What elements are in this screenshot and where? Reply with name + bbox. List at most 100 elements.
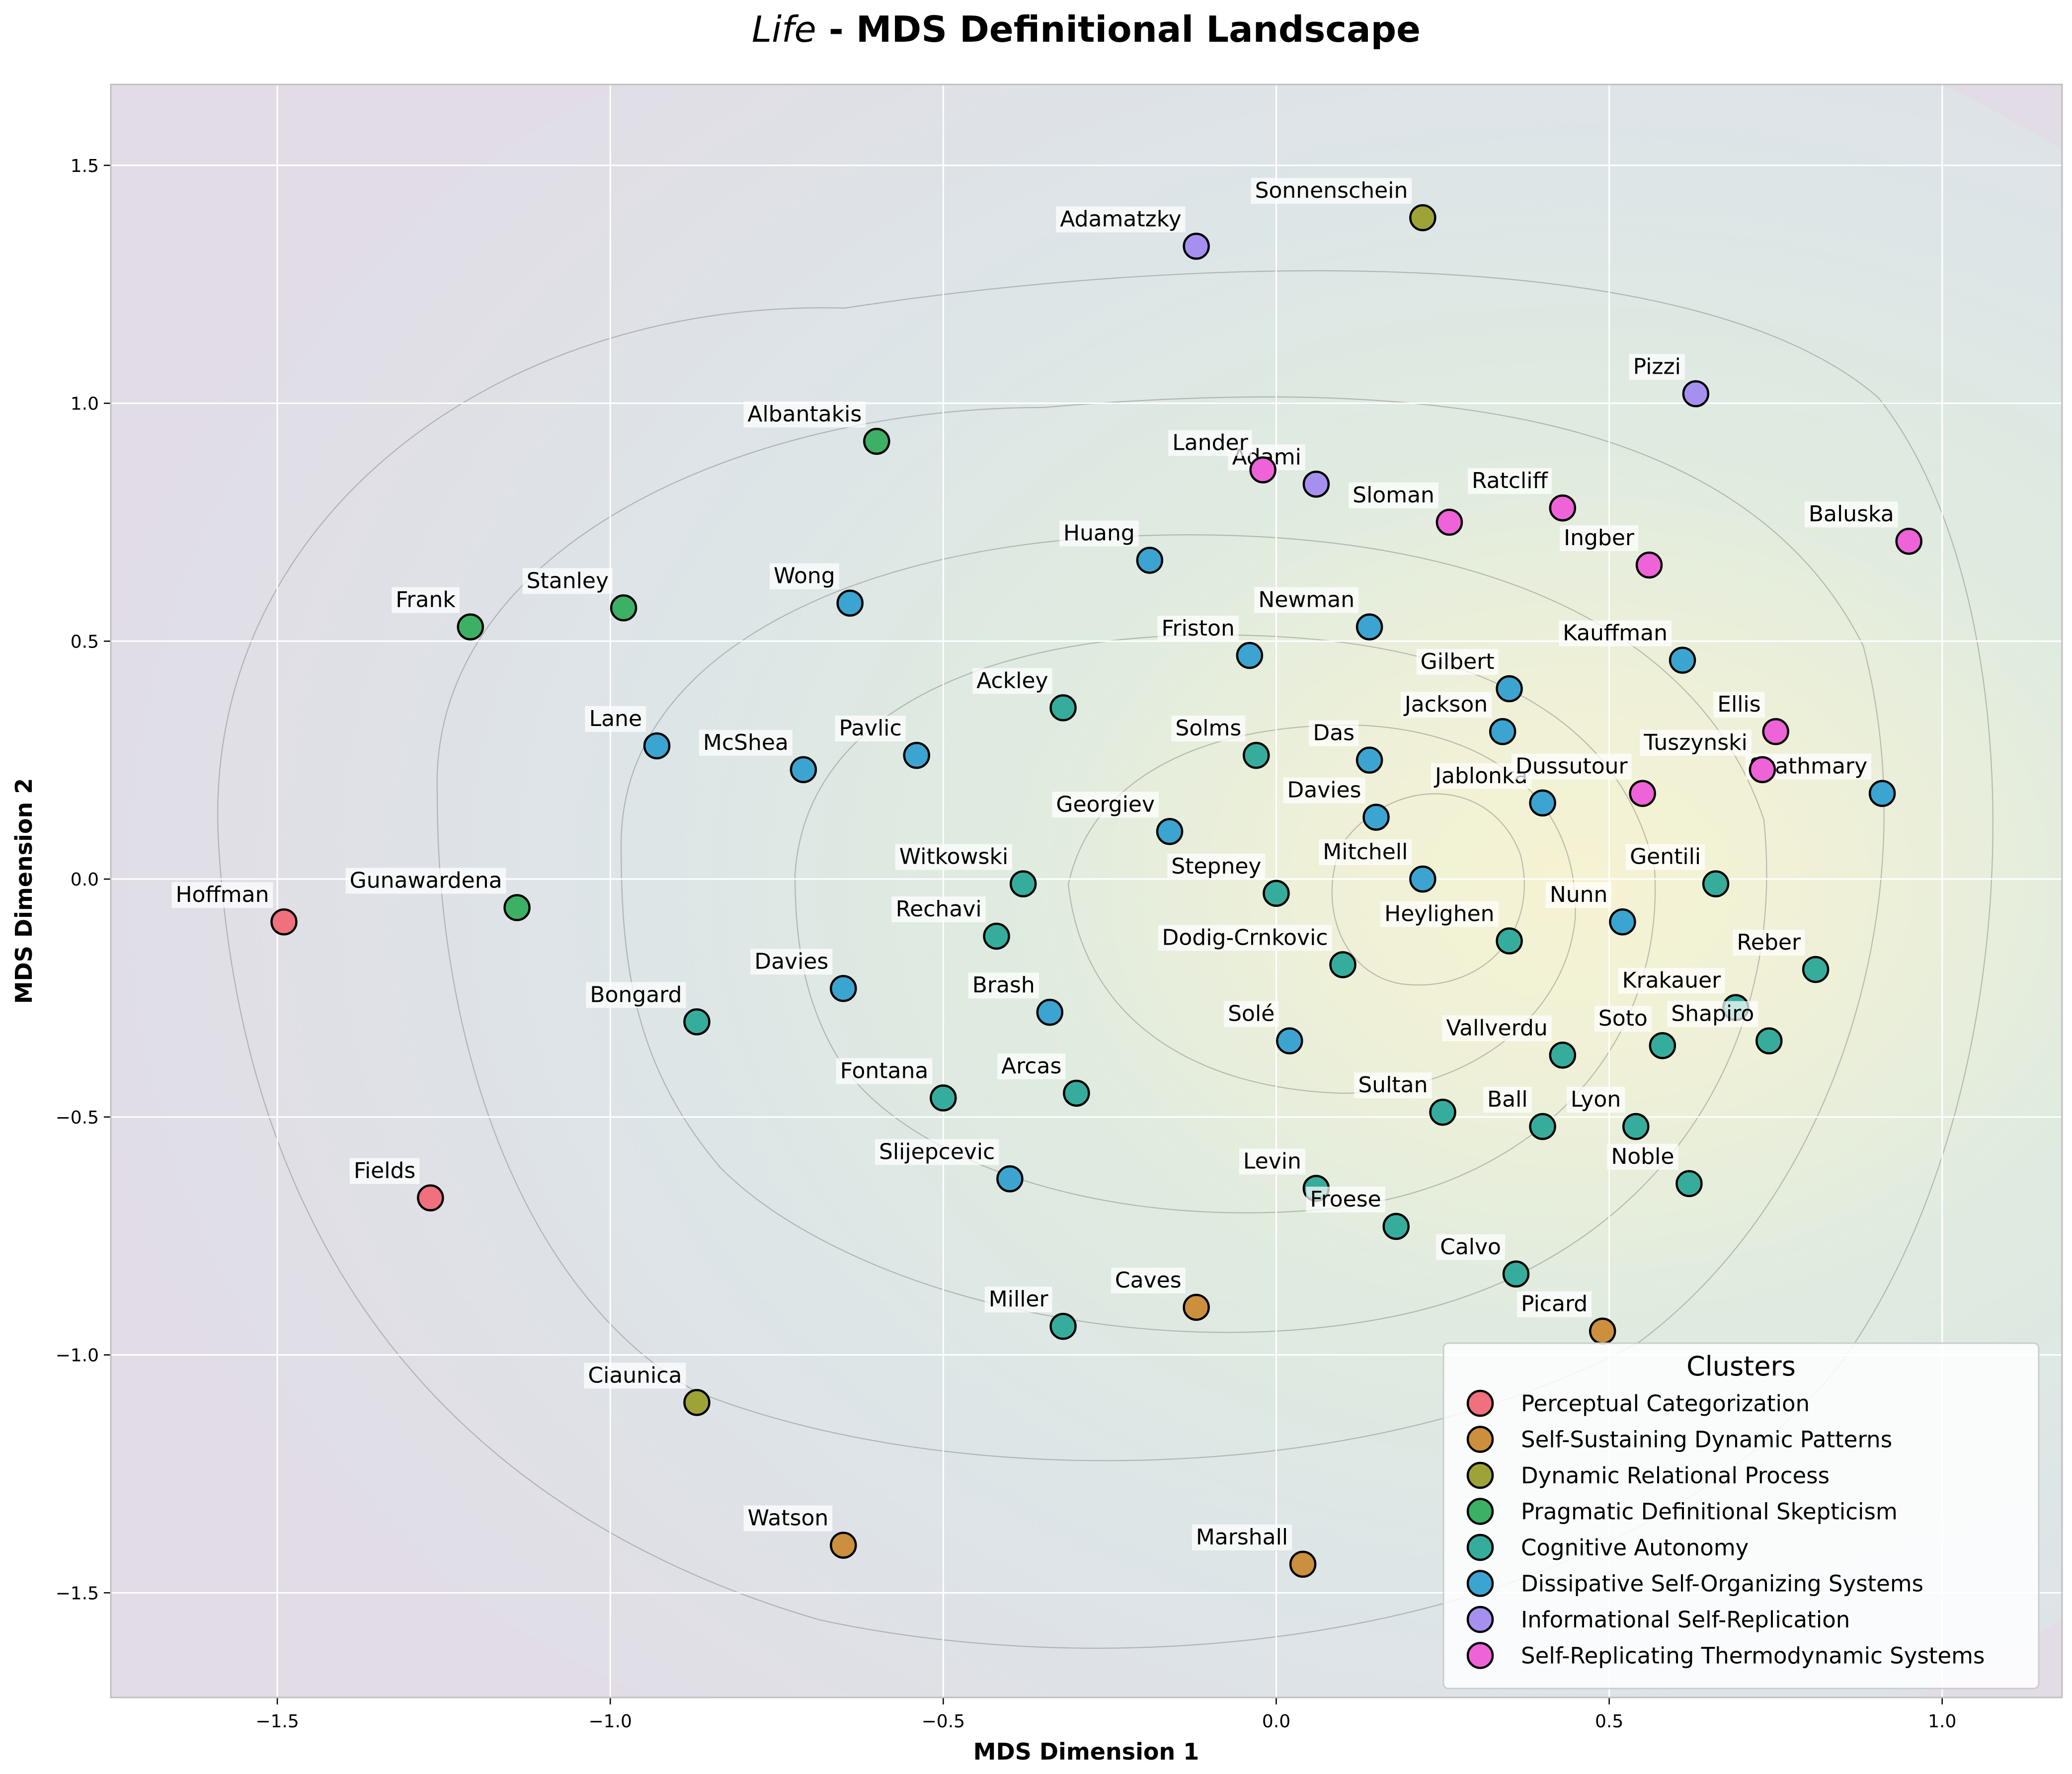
- point-marker: [1302, 471, 1330, 498]
- point-label: Witkowski: [899, 844, 1008, 870]
- point-label-bg: [1545, 882, 1612, 908]
- point-marker: [1622, 1113, 1650, 1140]
- point-label: Jackson: [1403, 692, 1488, 717]
- point-label: Rechavi: [896, 896, 982, 922]
- point-label: Soto: [1598, 1006, 1648, 1031]
- scatter-point: Sultan: [1354, 1072, 1456, 1126]
- y-tick-label: 0.0: [71, 870, 99, 890]
- point-label: Levin: [1243, 1148, 1301, 1174]
- point-label: Marshall: [1196, 1525, 1288, 1550]
- legend-label: Perceptual Categorization: [1521, 1390, 1810, 1417]
- point-marker: [1049, 694, 1077, 722]
- point-label-bg: [1667, 1001, 1758, 1027]
- point-label-bg: [1607, 1143, 1678, 1170]
- point-marker: [1749, 756, 1776, 784]
- point-label-bg: [1804, 501, 1898, 528]
- point-marker: [1549, 1042, 1577, 1069]
- point-label-bg: [586, 982, 686, 1008]
- scatter-point: Davies: [750, 949, 857, 1002]
- point-label-bg: [1618, 968, 1725, 994]
- x-tick-label: 1.0: [1928, 1711, 1956, 1732]
- point-marker: [1382, 1212, 1410, 1240]
- point-label-bg: [1380, 901, 1499, 927]
- point-label: Krakauer: [1622, 968, 1722, 993]
- point-label-bg: [1468, 468, 1552, 494]
- scatter-point: Solms: [1171, 716, 1270, 769]
- point-label-bg: [1517, 1291, 1592, 1317]
- scatter-point: Solé: [1224, 1001, 1303, 1054]
- x-tick-label: −1.0: [588, 1711, 632, 1732]
- point-label: Tuszynski: [1643, 730, 1748, 755]
- legend-title: Clusters: [1686, 1351, 1796, 1382]
- scatter-point: Rechavi: [891, 896, 1010, 950]
- point-label: Bongard: [590, 982, 682, 1007]
- legend-item: Informational Self-Replication: [1466, 1606, 1850, 1633]
- point-label-bg: [1713, 692, 1765, 718]
- legend-marker: [1466, 1426, 1494, 1453]
- point-label-bg: [891, 896, 986, 922]
- point-label: Solé: [1228, 1001, 1275, 1027]
- point-label: Fontana: [840, 1058, 929, 1084]
- point-label: Baluska: [1809, 501, 1894, 527]
- point-marker: [1589, 1317, 1616, 1345]
- point-marker: [1183, 233, 1210, 260]
- x-axis-ticks: −1.5 −1.0 −0.5 0.0 0.5 1.0: [255, 1697, 1956, 1732]
- scatter-point: Sonnenschein: [1251, 178, 1436, 232]
- point-label-bg: [1400, 692, 1492, 718]
- point-label: Brash: [972, 972, 1035, 998]
- point-label-bg: [171, 882, 273, 908]
- point-label-bg: [750, 949, 833, 975]
- legend-marker: [1466, 1642, 1494, 1669]
- point-marker: [1236, 642, 1264, 669]
- point-label-bg: [1733, 929, 1805, 956]
- y-tick-label: −0.5: [56, 1108, 99, 1128]
- y-tick-label: −1.5: [56, 1583, 99, 1604]
- scatter-point: Pavlic: [835, 716, 930, 769]
- point-label: Gilbert: [1421, 649, 1495, 674]
- legend-item: Cognitive Autonomy: [1466, 1533, 1749, 1561]
- scatter-point: Noble: [1607, 1143, 1703, 1198]
- point-label: Lane: [589, 706, 642, 731]
- scatter-point: Soto: [1594, 1006, 1676, 1059]
- point-marker: [1156, 818, 1184, 845]
- point-marker: [270, 908, 298, 936]
- point-label-bg: [699, 729, 793, 756]
- scatter-point: Davies: [1283, 777, 1390, 831]
- point-label: Wong: [774, 564, 835, 589]
- scatter-points: Hoffman Fields Caves Picard Watson Marshall So…: [171, 178, 1922, 1578]
- scatter-point: Arcas: [997, 1053, 1090, 1107]
- point-label: Adamatzky: [1060, 207, 1181, 232]
- y-axis-label: MDS Dimension 2: [10, 778, 37, 1004]
- point-label: Lander: [1172, 430, 1248, 456]
- point-label: Calvo: [1440, 1234, 1501, 1260]
- point-label-bg: [770, 563, 839, 589]
- scatter-point: McShea: [699, 729, 817, 784]
- scatter-point: Fields: [349, 1158, 444, 1211]
- point-marker: [863, 427, 890, 455]
- point-label: Fields: [354, 1158, 415, 1184]
- point-marker: [1502, 1260, 1530, 1288]
- point-marker: [1249, 456, 1276, 484]
- scatter-point: Ackley: [972, 668, 1077, 722]
- legend-label: Dissipative Self-Organizing Systems: [1521, 1571, 1923, 1597]
- point-label: Caves: [1115, 1268, 1182, 1293]
- point-label-bg: [1354, 1072, 1432, 1099]
- point-label-bg: [1167, 853, 1266, 880]
- legend-label: Self-Sustaining Dynamic Patterns: [1521, 1427, 1892, 1453]
- scatter-point: Das: [1309, 720, 1383, 774]
- point-marker: [1362, 804, 1390, 831]
- point-label: Noble: [1611, 1144, 1674, 1169]
- scatter-point: Pizzi: [1629, 354, 1710, 407]
- scatter-point: Dussutour: [1511, 753, 1656, 807]
- legend-item: Self-Sustaining Dynamic Patterns: [1466, 1426, 1892, 1453]
- point-label-bg: [1192, 1524, 1292, 1550]
- point-marker: [1276, 1027, 1303, 1054]
- point-marker: [503, 894, 531, 921]
- point-label-bg: [1629, 354, 1685, 380]
- point-marker: [1289, 1550, 1317, 1578]
- point-label-bg: [1111, 1267, 1186, 1293]
- scatter-point: Reber: [1733, 929, 1830, 983]
- point-label-bg: [1056, 206, 1186, 233]
- point-label: Lyon: [1571, 1087, 1621, 1112]
- scatter-point: Vallverdu: [1442, 1015, 1577, 1069]
